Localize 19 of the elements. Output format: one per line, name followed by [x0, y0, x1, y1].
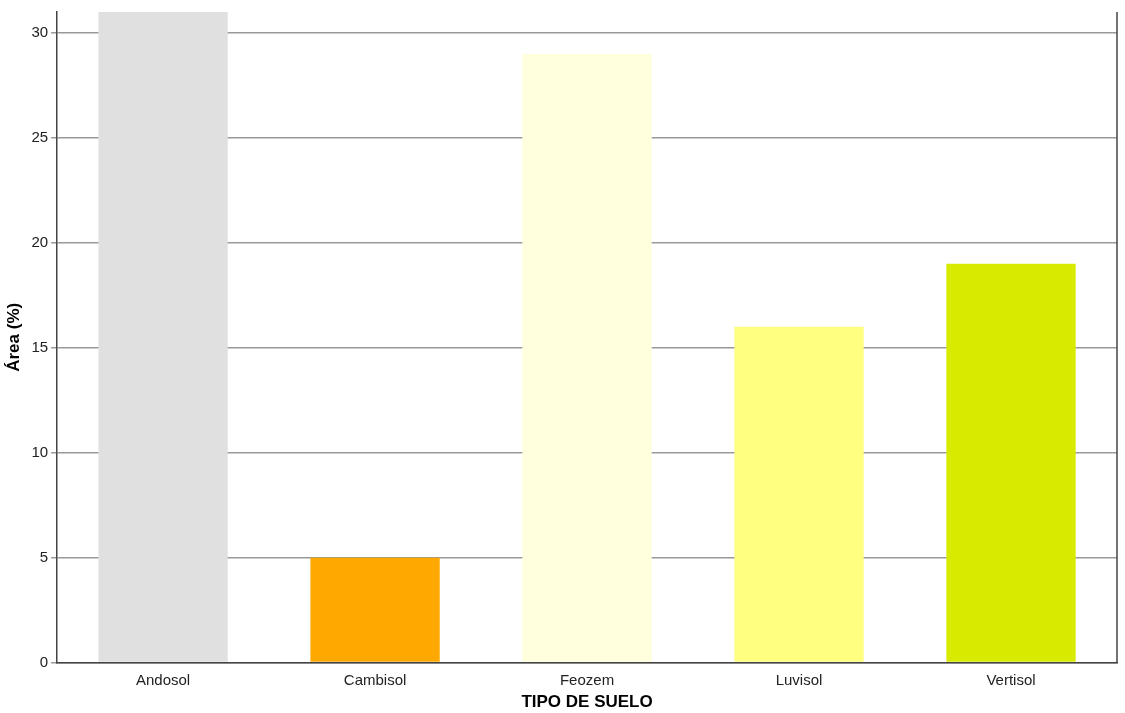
bar — [946, 263, 1076, 662]
y-tick-label: 30 — [31, 23, 49, 41]
x-tick-label: Andosol — [135, 670, 191, 688]
y-tick-label: 20 — [31, 233, 49, 250]
x-tick-label: Feozem — [559, 670, 615, 688]
bar — [310, 557, 440, 662]
x-tick-label: Cambisol — [343, 670, 407, 688]
bar — [522, 53, 652, 662]
y-tick-label: 15 — [31, 337, 49, 355]
y-axis-title: Área (%) — [3, 302, 23, 372]
y-tick-label: 0 — [39, 652, 49, 670]
x-axis-title: TIPO DE SUELO — [521, 692, 653, 712]
x-tick-label: Luvisol — [775, 670, 823, 688]
bar — [98, 12, 228, 662]
bar — [734, 326, 864, 662]
y-tick-label: 10 — [31, 442, 49, 460]
x-tick-label: Vertisol — [986, 670, 1036, 688]
y-tick-label: 25 — [31, 128, 49, 146]
y-tick-label: 5 — [39, 547, 49, 565]
